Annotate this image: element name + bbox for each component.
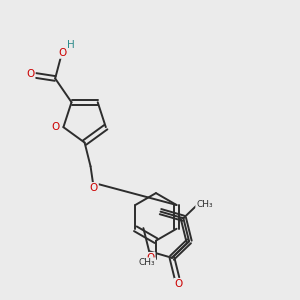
Text: O: O [174, 279, 182, 289]
Text: O: O [26, 69, 34, 79]
Text: CH₃: CH₃ [139, 258, 155, 267]
Text: O: O [59, 48, 67, 58]
Text: O: O [146, 253, 155, 263]
Text: O: O [52, 122, 60, 132]
Text: O: O [51, 122, 59, 132]
Text: O: O [90, 183, 98, 193]
Text: H: H [67, 40, 75, 50]
Text: O: O [89, 183, 97, 193]
Text: CH₃: CH₃ [196, 200, 213, 209]
